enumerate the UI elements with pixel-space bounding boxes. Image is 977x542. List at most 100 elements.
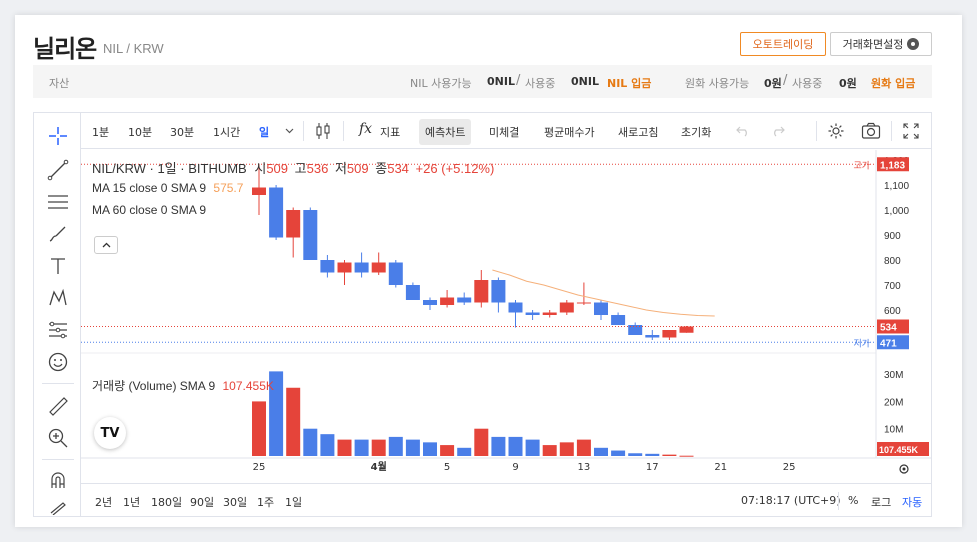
- fx-icon[interactable]: fx: [359, 121, 373, 137]
- magnet-icon[interactable]: [47, 469, 69, 491]
- toolbar-divider: [816, 121, 817, 141]
- interval-1h[interactable]: 1시간: [213, 126, 241, 139]
- zoom-in-icon[interactable]: [47, 427, 69, 449]
- volume-bar: [679, 455, 694, 457]
- ruler-icon[interactable]: [47, 395, 69, 417]
- candle: [628, 322, 643, 335]
- candle-body: [286, 210, 301, 238]
- pending-orders-button[interactable]: 미체결: [489, 126, 520, 139]
- auto-trade-button[interactable]: 오토트레이딩: [740, 32, 826, 56]
- fullscreen-icon[interactable]: [903, 123, 919, 139]
- brush-icon[interactable]: [47, 223, 69, 245]
- volume-tag-box: [877, 442, 929, 456]
- tradingview-logo[interactable]: TV: [94, 417, 126, 449]
- range-1w[interactable]: 1주: [257, 496, 275, 509]
- candle: [525, 310, 540, 320]
- price-tick: 800: [884, 256, 901, 267]
- interval-30m[interactable]: 30분: [170, 126, 195, 139]
- volume-value: 107.455K: [222, 379, 274, 393]
- predict-chart-button[interactable]: 예측차트: [419, 119, 472, 145]
- candle: [457, 292, 472, 305]
- text-icon[interactable]: [47, 255, 69, 277]
- candle-style-icon[interactable]: [315, 122, 331, 140]
- indicator-button[interactable]: 지표: [380, 126, 401, 139]
- camera-icon[interactable]: [861, 122, 881, 140]
- volume-tick: 30M: [884, 370, 903, 381]
- legend-main: NIL/KRW · 1일 · BITHUMB 시509 고536 저509 종5…: [92, 158, 494, 177]
- candle: [320, 255, 335, 278]
- candle-body: [269, 187, 284, 238]
- volume-bar: [371, 439, 386, 456]
- avg-price-button[interactable]: 평균매수가: [544, 126, 595, 139]
- candle: [252, 164, 266, 215]
- volume-bar: [542, 445, 557, 456]
- current-tag-value: 534: [880, 323, 897, 334]
- chart-toolbar: 1분 10분 30분 1시간 일 fx 지표 예측차트 미체결 평균매수가 새로…: [81, 113, 932, 149]
- range-180d[interactable]: 180일: [151, 496, 183, 509]
- candle-body: [542, 312, 557, 315]
- gear-center: [902, 467, 906, 471]
- candle-body: [474, 280, 489, 303]
- prediction-icon[interactable]: [47, 319, 69, 341]
- toolbar-divider: [303, 121, 304, 141]
- pattern-icon[interactable]: [47, 287, 69, 309]
- emoji-icon[interactable]: [47, 351, 69, 373]
- range-2y[interactable]: 2년: [95, 496, 113, 509]
- coin-name: 닐리온: [33, 35, 97, 63]
- time-tick: 21: [714, 462, 727, 473]
- collapse-legend-button[interactable]: [94, 236, 118, 254]
- interval-1d[interactable]: 일: [259, 126, 270, 139]
- krw-deposit-link[interactable]: 원화 입금: [871, 77, 916, 90]
- candle-body: [440, 297, 455, 305]
- interval-1m[interactable]: 1분: [92, 126, 110, 139]
- horizontal-lines-icon[interactable]: [47, 191, 69, 213]
- volume-bar: [423, 442, 437, 456]
- range-30d[interactable]: 30일: [223, 496, 248, 509]
- price-tick: 700: [884, 281, 901, 292]
- chevron-down-icon[interactable]: [285, 127, 294, 135]
- time-tick: 13: [578, 462, 591, 473]
- nil-deposit-link[interactable]: NIL 입금: [607, 77, 652, 90]
- candle: [423, 297, 437, 310]
- trading-page: 닐리온 NIL / KRW 오토트레이딩 거래화면설정 자산 NIL 사용가능 …: [15, 15, 962, 527]
- reset-button[interactable]: 초기화: [681, 126, 712, 139]
- log-toggle[interactable]: 로그: [871, 496, 892, 509]
- interval-10m[interactable]: 10분: [128, 126, 153, 139]
- range-90d[interactable]: 90일: [190, 496, 215, 509]
- legend-low: 509: [346, 161, 369, 176]
- chevron-up-icon: [102, 242, 110, 248]
- lock-drawing-icon[interactable]: [47, 501, 69, 515]
- refresh-button[interactable]: 새로고침: [618, 126, 659, 139]
- axis-settings-icon[interactable]: [899, 464, 909, 474]
- candle: [303, 207, 318, 260]
- price-tick: 1,000: [884, 206, 909, 217]
- candle: [286, 207, 301, 258]
- screen-setting-button[interactable]: 거래화면설정: [830, 32, 932, 56]
- candle-body: [508, 302, 523, 313]
- time-axis: 25 4월 5 9 13 17 21 25: [253, 461, 909, 474]
- asset-bar: 자산 NIL 사용가능 0NIL / 사용중 0NIL NIL 입금 원화 사용…: [33, 65, 932, 98]
- high-tag-label: 고가: [853, 160, 870, 171]
- percent-toggle[interactable]: %: [848, 494, 859, 507]
- krw-in-use-label: 사용중: [792, 77, 823, 90]
- redo-icon[interactable]: [771, 125, 785, 137]
- trendline-icon[interactable]: [47, 159, 69, 181]
- volume-bar: [525, 439, 540, 456]
- candle-body: [628, 325, 643, 335]
- price-tick: 1,100: [884, 181, 909, 192]
- settings-icon[interactable]: [827, 122, 845, 140]
- volume-bar: [559, 442, 574, 456]
- undo-icon[interactable]: [736, 125, 750, 137]
- candle: [388, 260, 403, 288]
- range-bar: 2년 1년 180일 90일 30일 1주 1일 07:18:17 (UTC+9…: [81, 483, 932, 517]
- crosshair-icon[interactable]: [47, 125, 69, 147]
- volume-bar: [628, 453, 643, 456]
- range-1d[interactable]: 1일: [285, 496, 303, 509]
- legend-ma60: MA 60 close 0 SMA 9: [92, 203, 206, 217]
- chart-widget: 1분 10분 30분 1시간 일 fx 지표 예측차트 미체결 평균매수가 새로…: [33, 112, 932, 517]
- separator: /: [516, 73, 521, 88]
- auto-toggle[interactable]: 자동: [902, 496, 923, 509]
- high-tag-box: [877, 157, 909, 172]
- range-1y[interactable]: 1년: [123, 496, 141, 509]
